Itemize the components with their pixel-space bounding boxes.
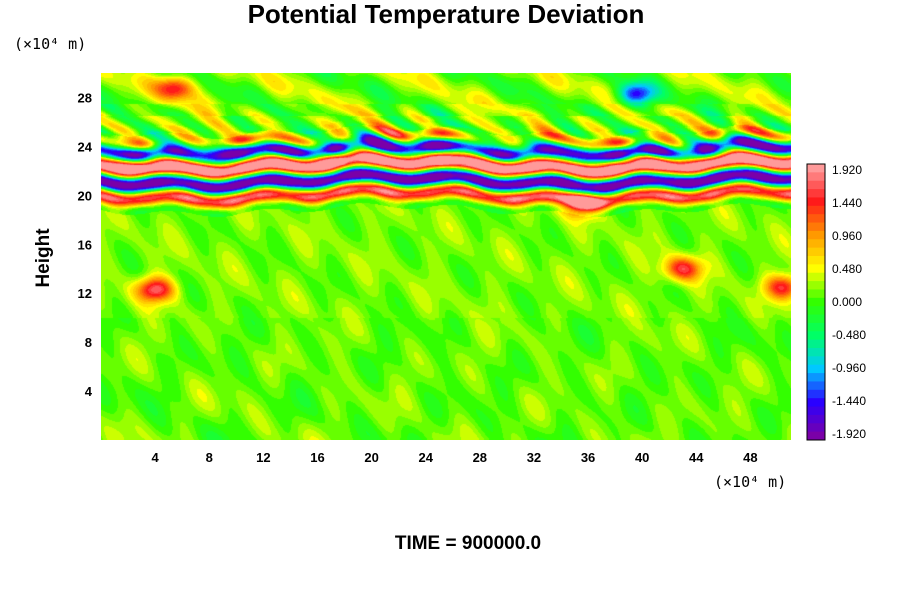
colorbar-segment [807, 331, 825, 341]
colorbar-tick-label: -1.920 [832, 427, 866, 441]
heatmap-canvas [101, 73, 791, 440]
colorbar-segment [807, 222, 825, 232]
x-tick-label: 36 [581, 450, 595, 465]
colorbar-segment [807, 197, 825, 207]
y-tick-label: 28 [78, 90, 92, 105]
colorbar-segment [807, 423, 825, 433]
colorbar-segment [807, 214, 825, 224]
colorbar-segment [807, 314, 825, 324]
y-tick-label: 24 [78, 139, 93, 154]
colorbar-segment [807, 406, 825, 416]
colorbar-tick-label: 1.440 [832, 196, 862, 210]
colorbar-tick-label: -0.480 [832, 328, 866, 342]
x-tick-label: 48 [743, 450, 757, 465]
x-tick-label: 40 [635, 450, 649, 465]
colorbar-segment [807, 272, 825, 282]
y-tick-label: 20 [78, 188, 92, 203]
colorbar-segment [807, 431, 825, 441]
x-tick-label: 32 [527, 450, 541, 465]
colorbar-segment [807, 180, 825, 190]
colorbar-segment [807, 356, 825, 366]
colorbar-tick-label: 0.960 [832, 229, 862, 243]
colorbar-segment [807, 247, 825, 257]
x-tick-label: 44 [689, 450, 704, 465]
y-tick-label: 16 [78, 237, 92, 252]
colorbar-tick-label: 0.480 [832, 262, 862, 276]
x-tick-label: 24 [418, 450, 433, 465]
chart-title: Potential Temperature Deviation [248, 0, 645, 29]
colorbar-tick-label: -1.440 [832, 394, 866, 408]
heatmap-plot-area [101, 73, 791, 440]
x-tick-label: 8 [206, 450, 213, 465]
colorbar-tick-label: 1.920 [832, 163, 862, 177]
x-tick-labels: 4 8 12 16 20 24 28 32 36 40 44 48 [152, 450, 758, 465]
y-tick-label: 8 [85, 335, 92, 350]
colorbar-segment [807, 322, 825, 332]
y-tick-labels: 4 8 12 16 20 24 28 [78, 90, 93, 399]
colorbar-segment [807, 414, 825, 424]
colorbar-segment [807, 381, 825, 391]
colorbar-segment [807, 348, 825, 357]
colorbar-segment [807, 289, 825, 299]
x-tick-label: 20 [364, 450, 378, 465]
colorbar: 1.920 1.440 0.960 0.480 0.000 -0.480 -0.960 -1.… [806, 163, 866, 441]
colorbar-segment [807, 239, 825, 249]
colorbar-segment [807, 189, 825, 198]
x-tick-label: 16 [310, 450, 324, 465]
y-tick-label: 4 [85, 384, 93, 399]
y-tick-label: 12 [78, 286, 92, 301]
colorbar-segment [807, 339, 825, 349]
colorbar-segment [807, 389, 825, 399]
colorbar-segment [807, 373, 825, 382]
x-tick-label: 12 [256, 450, 270, 465]
colorbar-segment [807, 281, 825, 290]
colorbar-segment [807, 230, 825, 240]
colorbar-segment [807, 205, 825, 215]
colorbar-segment [807, 172, 825, 182]
colorbar-segment [807, 306, 825, 316]
y-unit-label: (×10⁴ m) [14, 35, 86, 53]
time-annotation: TIME = 900000.0 [395, 533, 541, 554]
x-tick-label: 28 [473, 450, 487, 465]
colorbar-segment [807, 398, 825, 408]
colorbar-segment [807, 364, 825, 374]
colorbar-tick-label: 0.000 [832, 295, 862, 309]
colorbar-segment [807, 264, 825, 274]
colorbar-tick-label: -0.960 [832, 361, 866, 375]
colorbar-segment [807, 256, 825, 265]
colorbar-segment [807, 164, 825, 173]
x-unit-label: (×10⁴ m) [714, 473, 786, 491]
colorbar-frame [806, 163, 826, 441]
y-axis-label: Height [33, 228, 54, 288]
colorbar-segment [807, 297, 825, 307]
x-tick-label: 4 [152, 450, 160, 465]
